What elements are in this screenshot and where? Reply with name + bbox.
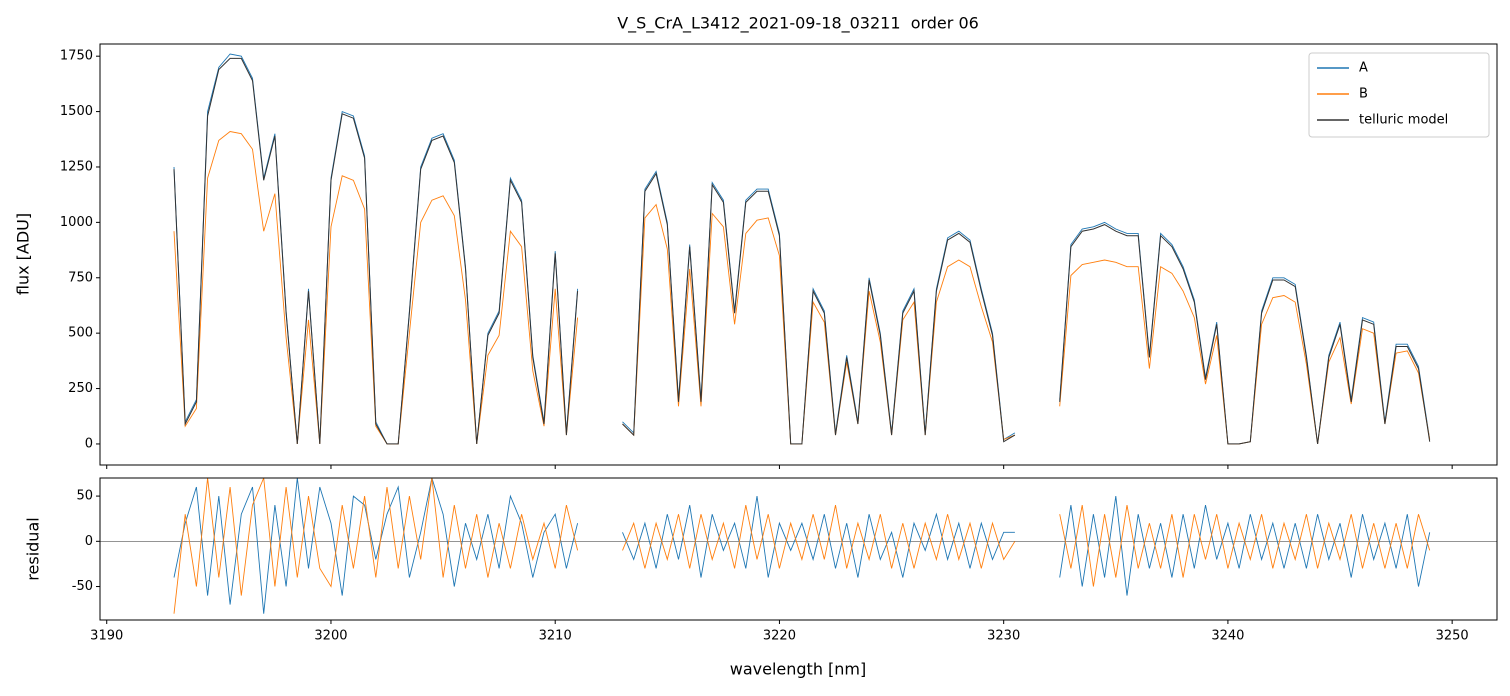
x-tick-label: 3250 bbox=[1436, 629, 1469, 644]
legend-label: A bbox=[1359, 61, 1368, 76]
series-line bbox=[173, 53, 1431, 445]
x-tick-label: 3230 bbox=[987, 629, 1020, 644]
x-tick-label: 3190 bbox=[90, 629, 123, 644]
series-line bbox=[173, 478, 1431, 614]
series-line bbox=[173, 131, 1431, 445]
y-axis-label: flux [ADU] bbox=[14, 213, 33, 295]
y-tick-label: 500 bbox=[68, 326, 93, 341]
y-tick-label: -50 bbox=[72, 579, 93, 594]
y-tick-label: 0 bbox=[85, 534, 93, 549]
series-line bbox=[173, 57, 1431, 445]
y-tick-label: 50 bbox=[76, 489, 93, 504]
y-tick-label: 750 bbox=[68, 270, 93, 285]
y-tick-label: 1000 bbox=[60, 215, 93, 230]
y-tick-label: 1750 bbox=[60, 49, 93, 64]
y-tick-label: 1250 bbox=[60, 159, 93, 174]
legend-box bbox=[1308, 52, 1490, 138]
y-tick-label: 250 bbox=[68, 381, 93, 396]
chart-title: V_S_CrA_L3412_2021-09-18_03211 order 06 bbox=[617, 14, 979, 34]
plot-frame bbox=[99, 477, 1498, 621]
plot-frame bbox=[99, 43, 1498, 466]
y-axis-label: residual bbox=[24, 517, 43, 580]
y-tick-label: 0 bbox=[85, 436, 93, 451]
x-tick-label: 3220 bbox=[763, 629, 796, 644]
y-tick-label: 1500 bbox=[60, 104, 93, 119]
x-axis-label: wavelength [nm] bbox=[730, 660, 867, 679]
x-tick-label: 3200 bbox=[314, 629, 347, 644]
x-tick-label: 3210 bbox=[539, 629, 572, 644]
legend-label: B bbox=[1359, 87, 1368, 102]
legend-label: telluric model bbox=[1359, 113, 1448, 128]
x-tick-label: 3240 bbox=[1211, 629, 1244, 644]
series-line bbox=[173, 478, 1431, 614]
